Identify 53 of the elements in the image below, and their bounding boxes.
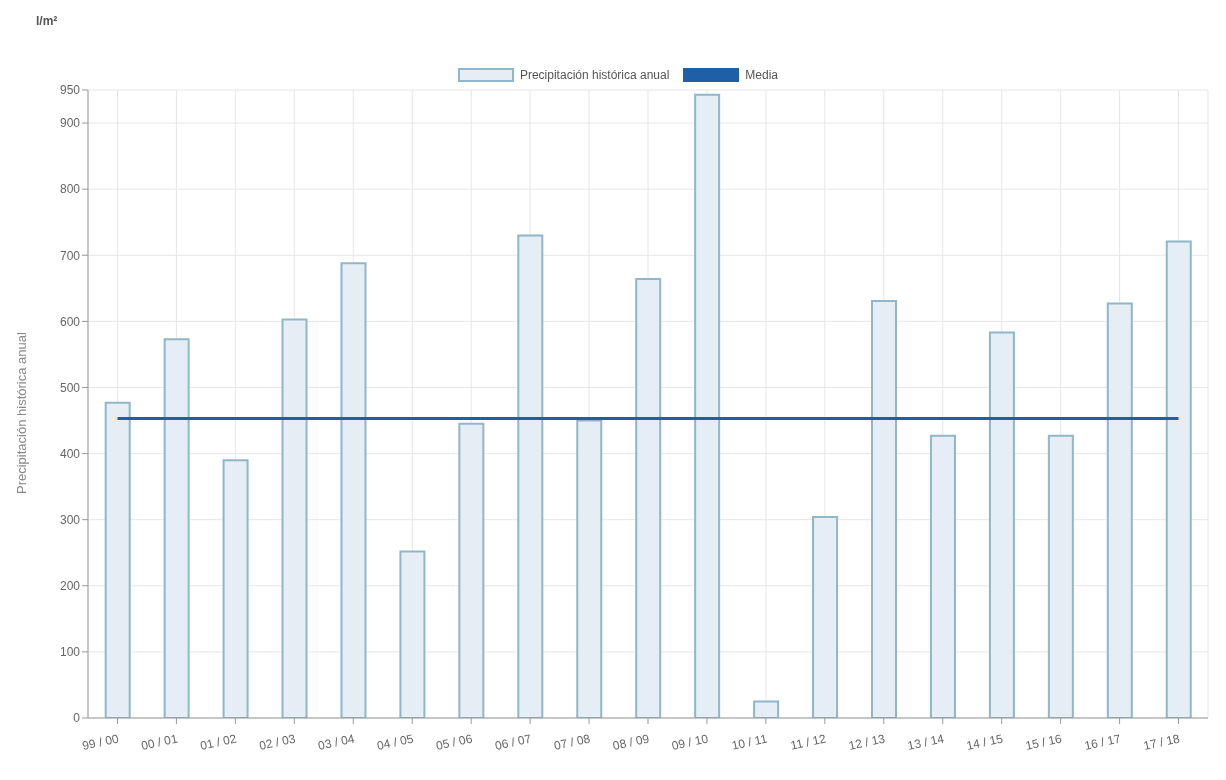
x-tick-label: 17 / 18 <box>1142 731 1182 753</box>
bar <box>1047 434 1074 718</box>
x-tick-label: 01 / 02 <box>198 731 239 753</box>
bar <box>399 550 426 718</box>
bar <box>694 93 721 718</box>
x-tick-label: 09 / 10 <box>670 731 710 753</box>
y-tick-label: 600 <box>59 314 81 329</box>
y-tick-label: 900 <box>59 116 81 131</box>
x-tick-label: 06 / 07 <box>493 731 533 753</box>
bar <box>929 434 956 718</box>
bar <box>753 700 780 718</box>
x-tick-label: 08 / 09 <box>611 731 651 753</box>
y-tick-label: 700 <box>59 248 81 263</box>
bar <box>281 318 308 718</box>
x-tick-label: 03 / 04 <box>316 731 356 753</box>
bar <box>458 422 485 718</box>
y-tick-label: 400 <box>59 446 81 461</box>
x-tick-label: 07 / 08 <box>552 731 592 753</box>
bar <box>1106 302 1133 718</box>
x-tick-label: 99 / 00 <box>81 731 121 753</box>
y-tick-label: 0 <box>73 711 81 726</box>
x-tick-label: 16 / 17 <box>1083 731 1123 753</box>
x-tick-label: 13 / 14 <box>906 731 946 753</box>
x-tick-label: 02 / 03 <box>257 731 298 753</box>
bar <box>988 331 1015 718</box>
text: l/m² <box>36 14 58 28</box>
bar <box>340 262 367 718</box>
x-tick-label: 00 / 01 <box>140 731 180 753</box>
bar <box>222 459 249 718</box>
x-tick-label: 04 / 05 <box>375 731 415 753</box>
bar <box>104 401 131 718</box>
x-tick-label: 14 / 15 <box>965 731 1005 753</box>
y-tick-label: 950 <box>59 83 81 98</box>
x-tick-label: 12 / 13 <box>847 731 887 753</box>
legend-label: Precipitación histórica anual <box>519 68 670 82</box>
x-tick-label: 10 / 11 <box>730 731 769 753</box>
bar <box>635 278 662 718</box>
x-tick-label: 15 / 16 <box>1024 731 1064 753</box>
bar <box>576 419 603 718</box>
y-tick-label: 500 <box>59 380 81 395</box>
y-tick-label: 300 <box>59 512 81 527</box>
legend-label: Media <box>745 68 779 82</box>
y-tick-label: 800 <box>59 182 81 197</box>
bar <box>871 299 897 718</box>
bar <box>812 516 839 718</box>
bar <box>1165 240 1192 718</box>
x-tick-label: 11 / 12 <box>789 731 828 753</box>
y-axis-title: Precipitación histórica anual <box>13 332 29 494</box>
x-tick-label: 05 / 06 <box>434 731 474 753</box>
y-tick-label: 200 <box>59 579 81 594</box>
bar <box>163 338 190 718</box>
y-tick-label: 100 <box>59 645 81 660</box>
bar <box>517 234 544 718</box>
